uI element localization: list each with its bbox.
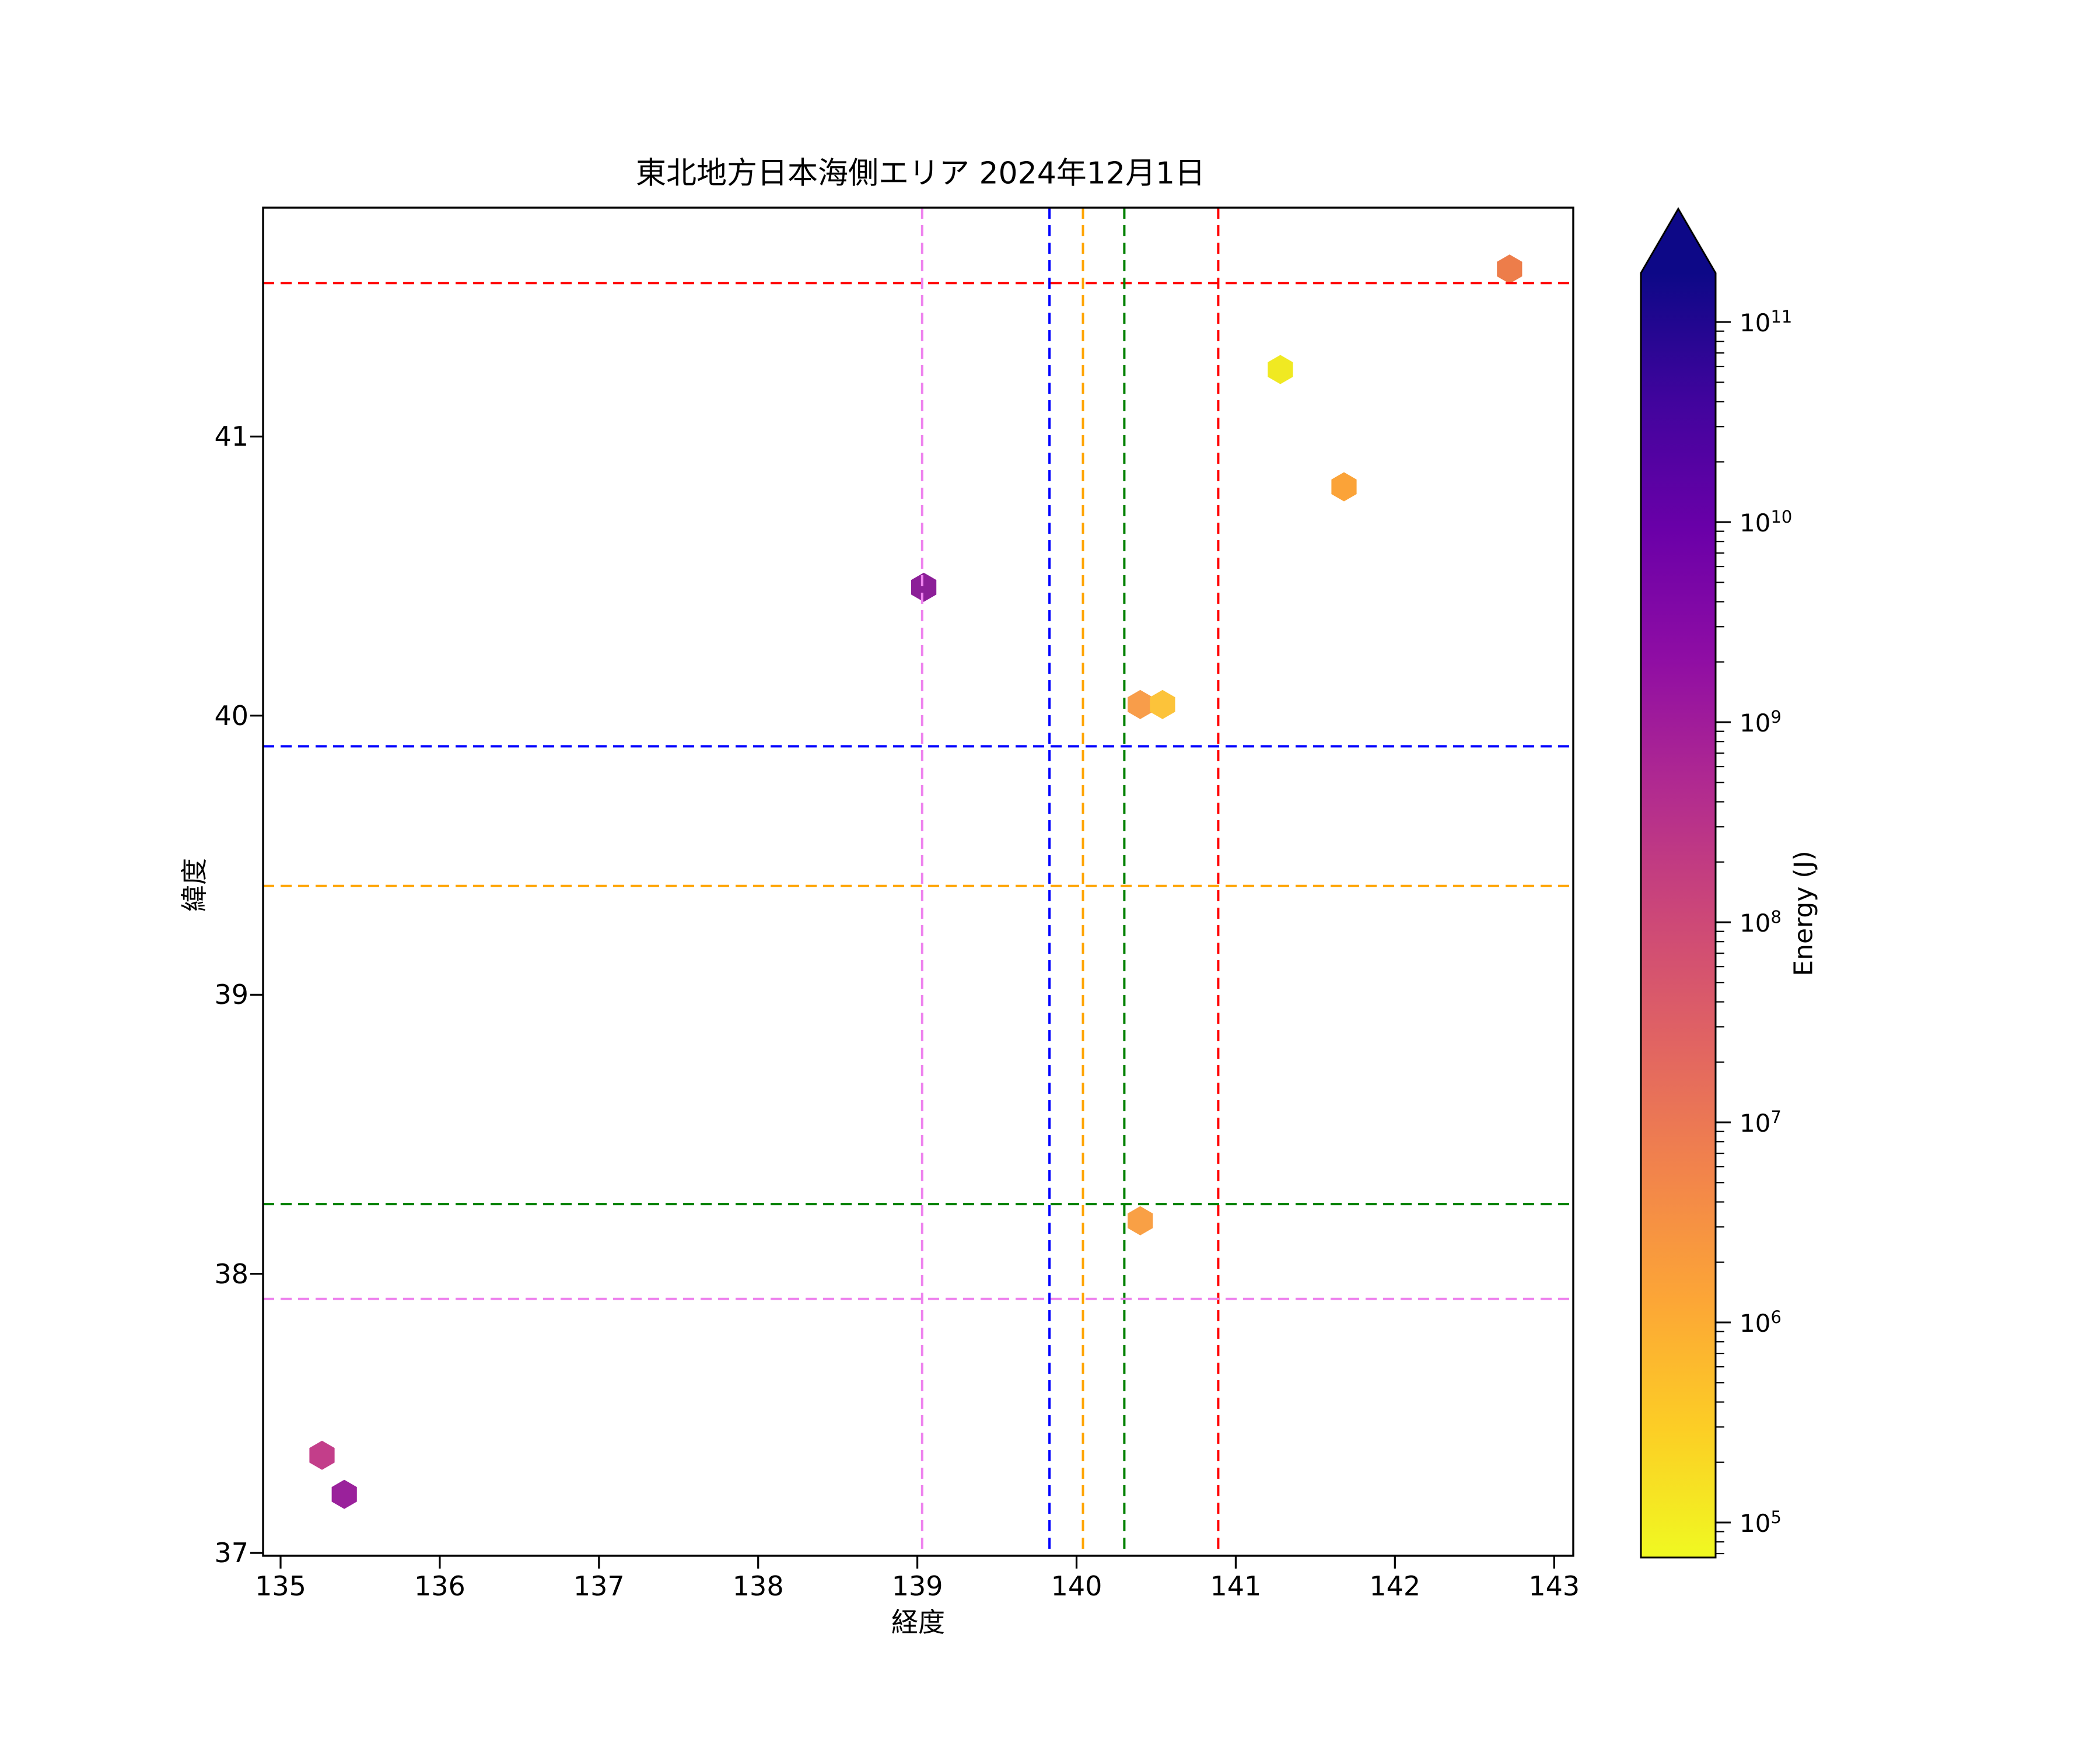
x-tick-label: 137: [573, 1570, 625, 1602]
colorbar-tick-label: 1010: [1740, 507, 1793, 537]
event-marker: [331, 1479, 357, 1509]
event-marker: [1268, 355, 1293, 384]
x-tick-label: 136: [414, 1570, 466, 1602]
x-tick-label: 140: [1051, 1570, 1102, 1602]
event-marker: [911, 572, 937, 602]
plot-area: [263, 208, 1573, 1556]
colorbar-tick-label: 109: [1740, 707, 1782, 737]
y-tick-label: 39: [214, 979, 249, 1011]
x-axis-label: 経度: [891, 1606, 945, 1638]
colorbar-tick-label: 108: [1740, 907, 1782, 937]
colorbar-tick-label: 107: [1740, 1107, 1782, 1138]
y-tick-label: 41: [214, 421, 249, 453]
colorbar-tick-label: 1011: [1740, 307, 1793, 337]
x-tick-label: 135: [255, 1570, 306, 1602]
event-marker: [1128, 690, 1153, 719]
event-marker: [309, 1440, 335, 1470]
colorbar-label: Energy (J): [1788, 850, 1819, 977]
y-tick-label: 40: [214, 699, 249, 732]
event-marker: [1128, 1206, 1153, 1236]
colorbar: [1640, 207, 1717, 1559]
y-axis-label: 緯度: [178, 858, 210, 912]
y-tick-label: 37: [214, 1537, 249, 1569]
x-tick-label: 138: [732, 1570, 784, 1602]
x-tick-label: 139: [891, 1570, 943, 1602]
event-marker: [1331, 472, 1357, 502]
colorbar-tick-label: 106: [1740, 1307, 1782, 1338]
chart-title: 東北地方日本海側エリア 2024年12月1日: [635, 156, 1206, 191]
axes-frame: [262, 206, 1574, 1557]
colorbar-tick-label: 105: [1740, 1507, 1782, 1538]
x-tick-label: 142: [1369, 1570, 1421, 1602]
event-marker: [1150, 690, 1175, 719]
x-tick-label: 143: [1528, 1570, 1580, 1602]
event-marker: [1497, 254, 1522, 284]
x-tick-label: 141: [1210, 1570, 1262, 1602]
y-tick-label: 38: [214, 1258, 249, 1290]
